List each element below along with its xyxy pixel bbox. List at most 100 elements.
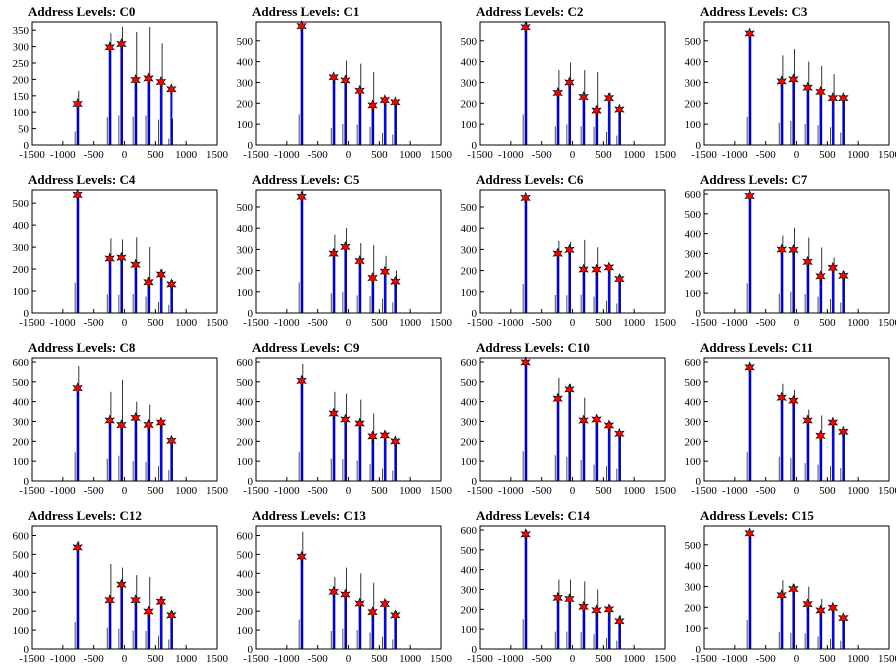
plot-border — [255, 21, 442, 146]
peak-marker — [354, 84, 365, 97]
x-tick-label: -1000 — [722, 317, 748, 329]
plot-border — [31, 189, 218, 314]
y-tick-label: 400 — [461, 223, 478, 235]
y-tick-label: 400 — [685, 397, 702, 409]
x-tick-label: -1000 — [50, 653, 76, 665]
x-tick-label: -1000 — [274, 317, 300, 329]
peak-marker — [354, 597, 365, 610]
chart-svg-2: Address Levels: C20100200300400500-1500-… — [461, 4, 677, 161]
y-tick-label: 300 — [237, 77, 254, 89]
x-tick-label: 1500 — [206, 317, 229, 329]
peak-marker — [379, 94, 391, 107]
plot-frame — [31, 189, 218, 314]
x-tick-label: 0 — [346, 653, 352, 665]
y-tick-label: 200 — [685, 436, 702, 448]
chart-svg-14: Address Levels: C14 0 100 200 300 400 500 600 -1… — [461, 508, 677, 665]
y-tick-label: 200 — [461, 98, 478, 110]
y-tick-label: 600 — [237, 357, 254, 369]
x-tick-label: 500 — [147, 317, 164, 329]
y-tick-label: 500 — [237, 377, 254, 389]
y-tick-label: 500 — [685, 36, 702, 48]
x-tick-label: -1500 — [467, 149, 493, 161]
chart-panel-5: Address Levels: C5 0 100 200 300 400 500 -1500-… — [224, 168, 453, 336]
peak-marker — [776, 589, 787, 602]
y-tick-label: 600 — [13, 530, 30, 542]
y-tick-label: 100 — [237, 119, 254, 131]
x-tick-label: -1500 — [243, 149, 269, 161]
peak-marker — [520, 528, 531, 541]
x-tick-label: 1000 — [623, 317, 646, 329]
peak-marker — [116, 251, 127, 264]
x-tick-label: 1000 — [175, 485, 198, 497]
plot-border — [479, 21, 666, 146]
x-tick-label: 0 — [794, 485, 800, 497]
y-tick-label: 200 — [461, 436, 478, 448]
peak-marker — [788, 73, 799, 86]
y-tick-label: 200 — [237, 606, 254, 618]
x-tick-label: 0 — [794, 317, 800, 329]
chart-panel-13: Address Levels: C13 0 100 200 300 400 500 600 -1… — [224, 504, 453, 672]
x-tick-label: -1000 — [722, 149, 748, 161]
plot-border — [703, 525, 890, 650]
chart-panel-9: Address Levels: C9 0 100 200 300 400 500 600 -15… — [224, 336, 453, 504]
chart-svg-7: Address Levels: C7 0 100 200 300 400 500 600 -15… — [685, 172, 896, 329]
peak-marker — [340, 240, 351, 253]
x-tick-label: 500 — [147, 149, 164, 161]
peak-marker — [296, 190, 307, 203]
peak-marker — [603, 261, 615, 274]
y-tick-label: 0 — [472, 644, 478, 656]
peak-marker — [744, 189, 755, 202]
x-tick-label: 0 — [794, 653, 800, 665]
peak-marker — [520, 356, 531, 369]
peak-marker — [155, 268, 167, 281]
y-tick-label: 0 — [24, 140, 30, 152]
x-tick-label: -1500 — [467, 653, 493, 665]
y-tick-label: 300 — [13, 42, 30, 54]
chart-title: Address Levels: C7 — [700, 172, 808, 187]
peak-marker — [72, 188, 83, 201]
x-tick-label: 0 — [122, 317, 128, 329]
x-tick-label: -1500 — [467, 485, 493, 497]
y-tick-label: 400 — [13, 397, 30, 409]
x-tick-label: 1500 — [878, 149, 896, 161]
plot-border — [31, 525, 218, 650]
x-tick-label: -1500 — [691, 317, 717, 329]
y-tick-label: 300 — [461, 244, 478, 256]
y-tick-label: 500 — [685, 540, 702, 552]
chart-panel-8: Address Levels: C8 0 100 200 300 400 500 600 -15… — [0, 336, 229, 504]
chart-title: Address Levels: C9 — [252, 340, 360, 355]
peak-marker — [578, 414, 589, 427]
peak-marker — [104, 252, 115, 265]
y-tick-label: 100 — [685, 456, 702, 468]
y-tick-label: 500 — [461, 545, 478, 557]
peak-marker — [520, 191, 531, 204]
y-tick-label: 200 — [685, 98, 702, 110]
x-tick-label: -500 — [308, 317, 329, 329]
y-tick-label: 400 — [461, 565, 478, 577]
x-tick-label: -1500 — [691, 149, 717, 161]
peak-marker — [354, 255, 365, 268]
y-tick-label: 0 — [24, 644, 30, 656]
peak-marker — [815, 270, 826, 283]
x-tick-label: 1500 — [430, 485, 453, 497]
chart-panel-0: Address Levels: C0 0 50 100 150 200 250 300 350 -… — [0, 0, 229, 168]
peak-marker — [130, 258, 141, 271]
y-tick-label: 400 — [685, 229, 702, 241]
y-tick-label: 500 — [237, 36, 254, 48]
peak-marker — [367, 430, 378, 443]
peak-marker — [328, 585, 339, 598]
x-tick-label: -500 — [532, 485, 553, 497]
y-tick-label: 500 — [461, 377, 478, 389]
x-tick-label: -1500 — [691, 653, 717, 665]
y-tick-label: 350 — [13, 25, 30, 37]
x-tick-label: 1000 — [623, 485, 646, 497]
peak-marker — [166, 278, 177, 291]
y-tick-label: 400 — [237, 568, 254, 580]
peak-marker — [166, 609, 177, 622]
peak-marker — [591, 604, 602, 617]
peak-marker — [379, 597, 391, 610]
peak-marker — [143, 418, 154, 431]
peak-marker — [827, 261, 839, 274]
y-tick-label: 100 — [685, 623, 702, 635]
peak-marker — [776, 75, 787, 88]
